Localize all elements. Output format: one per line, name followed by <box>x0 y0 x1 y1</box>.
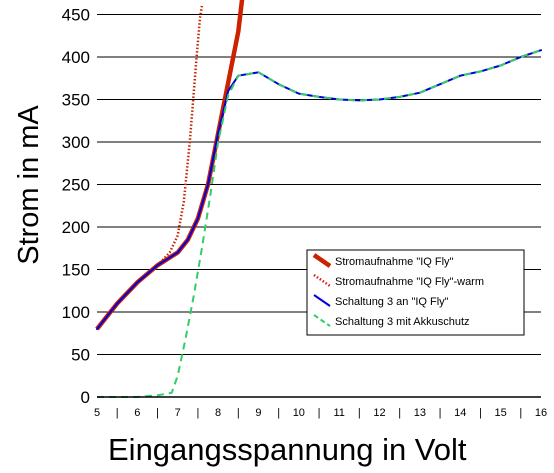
x-tick-separator: | <box>439 407 442 419</box>
x-tick-separator: | <box>156 407 159 419</box>
series-line-1 <box>95 0 245 331</box>
y-tick-label: 200 <box>62 218 90 237</box>
x-tick-separator: | <box>196 407 199 419</box>
legend-label: Stromaufnahme "IQ Fly"-warm <box>335 276 484 288</box>
x-tick-label: 14 <box>454 407 466 419</box>
x-tick-label: 6 <box>134 407 140 419</box>
x-tick-label: 16 <box>535 407 547 419</box>
x-tick-label: 5 <box>94 407 100 419</box>
x-tick-label: 9 <box>255 407 261 419</box>
series-lines <box>95 0 542 398</box>
x-tick-separator: | <box>479 407 482 419</box>
y-tick-label: 50 <box>71 346 90 365</box>
x-tick-label: 12 <box>373 407 385 419</box>
x-tick-separator: | <box>358 407 361 419</box>
x-tick-label: 7 <box>175 407 181 419</box>
x-tick-label: 15 <box>495 407 507 419</box>
y-tick-label: 450 <box>62 6 90 25</box>
x-tick-separator: | <box>116 407 119 419</box>
x-axis-title: Eingangsspannung in Volt <box>108 432 467 467</box>
y-tick-labels: 0 50 100 150 200 250 300 350 400 450 <box>62 6 90 408</box>
y-tick-label: 150 <box>62 261 90 280</box>
y-tick-label: 0 <box>81 388 90 407</box>
y-tick-label: 100 <box>62 303 90 322</box>
legend: Stromaufnahme "IQ Fly" Stromaufnahme "IQ … <box>306 249 525 336</box>
legend-box <box>306 249 525 336</box>
y-axis-title: Strom in mA <box>13 105 45 265</box>
y-tick-label: 400 <box>62 48 90 67</box>
x-tick-separator: | <box>277 407 280 419</box>
y-tick-label: 300 <box>62 133 90 152</box>
x-tick-label: 8 <box>215 407 221 419</box>
x-tick-labels: 5 | 6 | 7 | 8 | 9 | 10 | 11 | 12 | 13 | 14 | 15 | 16 <box>94 407 547 419</box>
legend-swatch <box>313 294 331 307</box>
x-tick-label: 11 <box>333 407 344 419</box>
x-tick-separator: | <box>519 407 522 419</box>
y-tick-label: 250 <box>62 176 90 195</box>
legend-label: Schaltung 3 mit Akkuschutz <box>335 316 470 328</box>
legend-swatch <box>313 314 331 327</box>
x-tick-separator: | <box>237 407 240 419</box>
x-tick-label: 13 <box>414 407 426 419</box>
gridlines <box>97 14 541 355</box>
y-tick-label: 350 <box>62 91 90 110</box>
x-tick-separator: | <box>398 407 401 419</box>
legend-label: Schaltung 3 an "IQ Fly" <box>335 296 449 308</box>
x-tick-separator: | <box>318 407 321 419</box>
legend-label: Stromaufnahme "IQ Fly" <box>335 256 454 268</box>
legend-swatch <box>312 253 332 268</box>
x-tick-label: 10 <box>293 407 305 419</box>
series-line-4 <box>97 49 542 398</box>
